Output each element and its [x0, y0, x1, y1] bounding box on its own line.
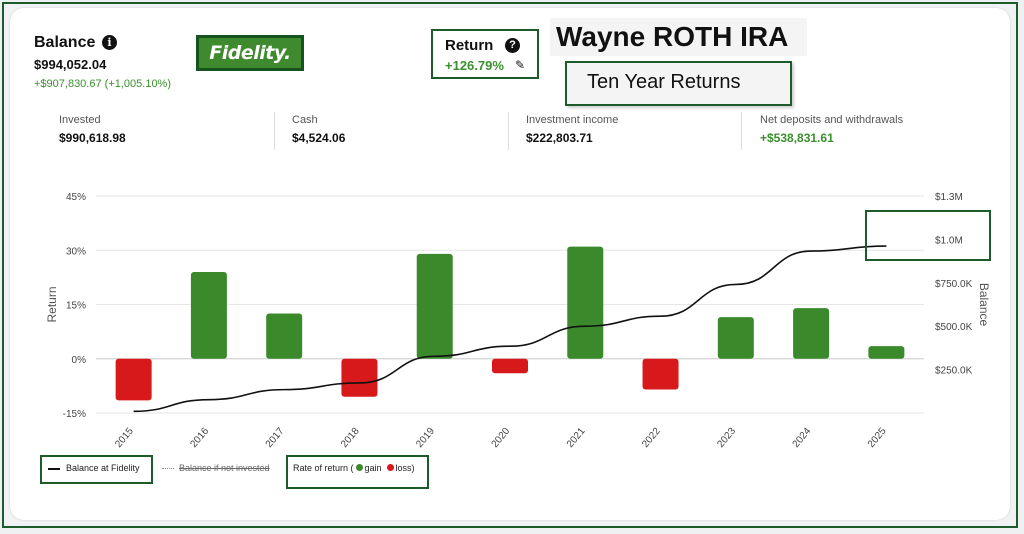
- fidelity-logo: Fidelity.: [196, 35, 304, 71]
- stat-net-deposits-value: +$538,831.61: [760, 131, 834, 145]
- y2-axis-title: Balance: [977, 283, 991, 327]
- x-tick-label: 2017: [264, 426, 287, 450]
- x-tick-label: 2015: [113, 426, 136, 450]
- subtitle-box: Ten Year Returns: [565, 61, 792, 106]
- return-bar-2017: [266, 313, 303, 359]
- balance-label: Balance: [34, 34, 96, 51]
- return-label: Return: [445, 37, 494, 54]
- x-tick-label: 2021: [565, 426, 588, 450]
- return-bar-2023: [717, 317, 754, 359]
- y2-tick-label: $750.0K: [935, 279, 973, 290]
- legend-balance-label[interactable]: Balance at Fidelity: [66, 463, 140, 473]
- y-tick-label: 30%: [66, 246, 86, 257]
- stat-cash-value: $4,524.06: [292, 131, 346, 145]
- legend-rate-prefix: Rate of return (: [293, 463, 354, 473]
- legend-loss-label: loss): [395, 463, 415, 473]
- y2-tick-label: $1.3M: [935, 192, 963, 203]
- return-bar-2020: [492, 358, 528, 374]
- legend-rate-item[interactable]: Rate of return ( gain loss): [293, 463, 415, 473]
- y2-tick-label: $500.0K: [935, 322, 973, 333]
- page-title: Wayne ROTH IRA: [556, 21, 789, 52]
- stat-income-value: $222,803.71: [526, 131, 593, 145]
- stat-divider: [508, 112, 509, 150]
- legend-gain-label: gain: [364, 463, 382, 473]
- x-tick-label: 2018: [339, 426, 362, 450]
- return-bar-2024: [793, 308, 830, 359]
- balance-value: $994,052.04: [34, 57, 107, 72]
- y-tick-label: 0%: [72, 355, 87, 366]
- balance-highlight-box: [865, 210, 991, 261]
- return-box: Return ? +126.79% ✎: [431, 29, 539, 79]
- x-tick-label: 2016: [188, 426, 211, 450]
- return-bar-2021: [567, 246, 604, 359]
- return-bar-2019: [416, 253, 453, 359]
- x-tick-label: 2019: [414, 426, 437, 450]
- subtitle: Ten Year Returns: [587, 71, 741, 93]
- y2-tick-label: $250.0K: [935, 366, 973, 377]
- stat-income-label: Investment income: [526, 114, 619, 126]
- legend-not-invested-label[interactable]: Balance if not invested: [179, 463, 270, 473]
- summary-card: Balance i $994,052.04 +$907,830.67 (+1,0…: [10, 8, 1010, 520]
- y-tick-label: 15%: [66, 301, 86, 312]
- return-bar-2025: [868, 346, 905, 359]
- title-background: [550, 18, 807, 56]
- y-axis-title: Return: [45, 286, 59, 322]
- x-tick-label: 2022: [640, 426, 663, 450]
- y-tick-label: 45%: [66, 192, 86, 203]
- x-tick-label: 2020: [490, 426, 513, 450]
- pencil-icon[interactable]: ✎: [515, 58, 526, 72]
- return-value: +126.79%: [445, 58, 504, 73]
- stat-divider: [274, 112, 275, 150]
- balance-change: +$907,830.67 (+1,005.10%): [34, 78, 172, 90]
- stat-invested-value: $990,618.98: [59, 131, 126, 145]
- return-bar-2022: [642, 358, 679, 390]
- return-bar-2018: [341, 358, 378, 397]
- legend-rate-box: [286, 455, 429, 489]
- x-tick-label: 2023: [715, 426, 738, 450]
- y2-tick-label: $1.0M: [935, 235, 963, 246]
- legend-dotted-swatch: [162, 468, 174, 469]
- return-bar-2016: [190, 271, 227, 359]
- stat-cash-label: Cash: [292, 114, 318, 126]
- return-bar-2015: [115, 358, 152, 401]
- stat-divider: [741, 112, 742, 150]
- x-tick-label: 2024: [791, 426, 814, 450]
- gain-dot-icon: [355, 464, 363, 471]
- stat-invested-label: Invested: [59, 114, 101, 126]
- help-icon[interactable]: ?: [505, 38, 520, 53]
- legend-line-swatch: [48, 468, 60, 470]
- balance-line: [133, 245, 887, 413]
- loss-dot-icon: [386, 464, 394, 471]
- x-tick-label: 2025: [866, 426, 889, 450]
- info-icon[interactable]: i: [102, 35, 117, 50]
- y-tick-label: -15%: [63, 409, 86, 420]
- stat-net-deposits-label: Net deposits and withdrawals: [760, 114, 904, 126]
